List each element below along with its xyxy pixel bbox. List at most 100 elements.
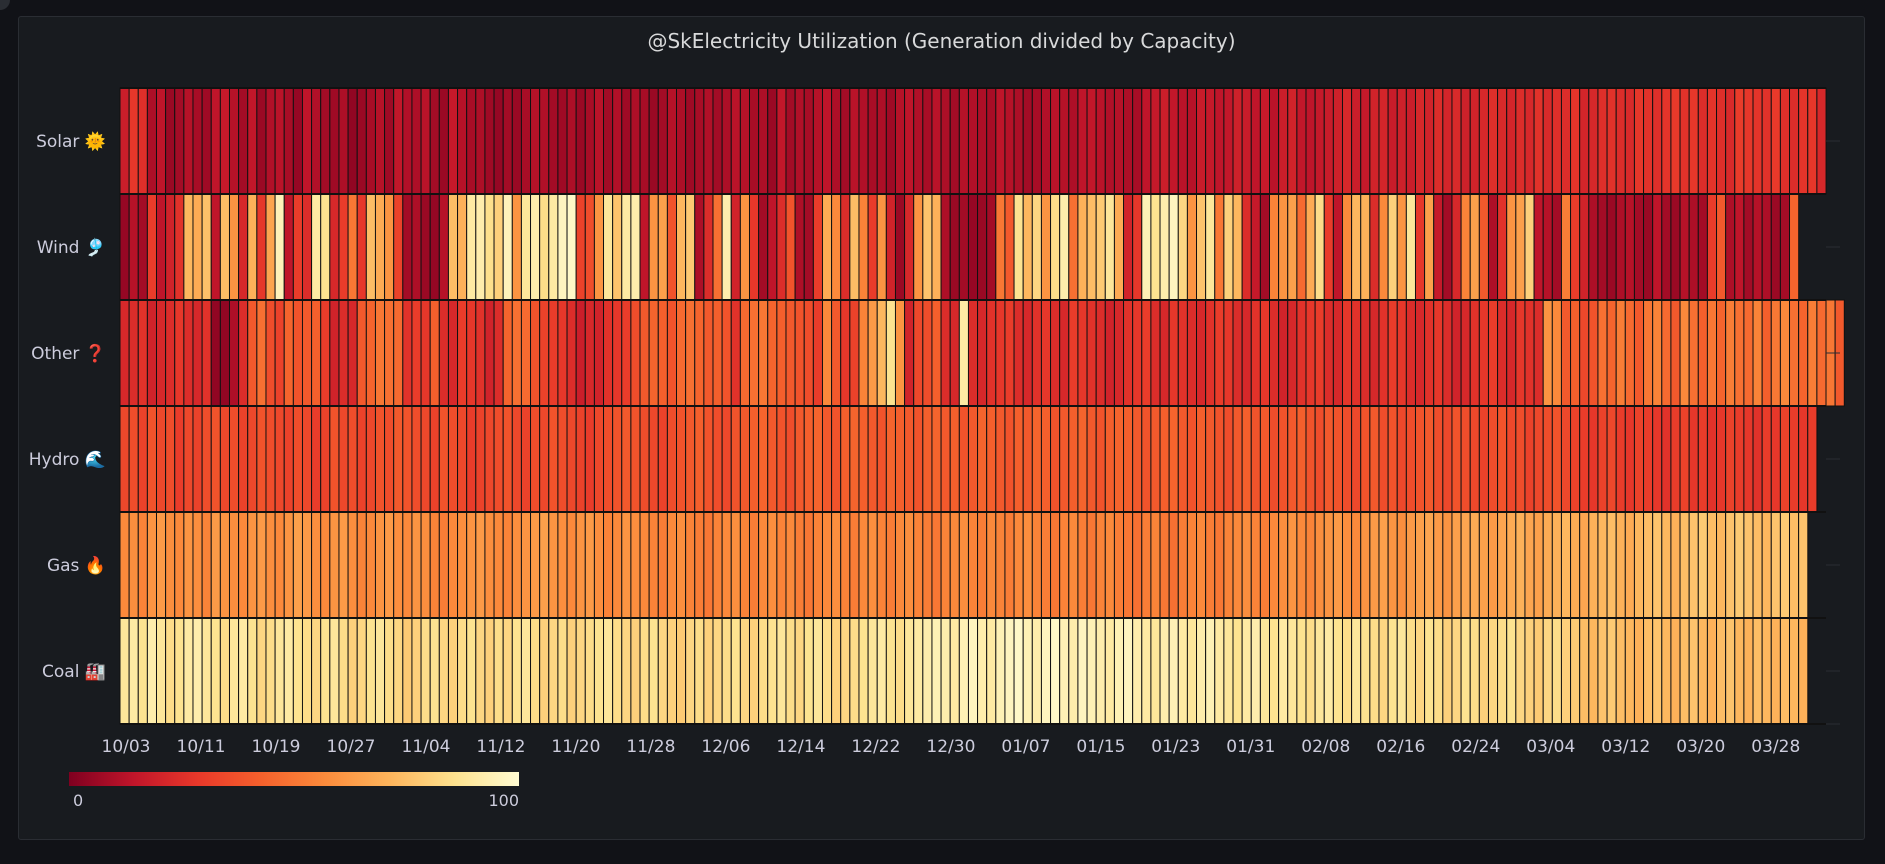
heatmap-cell bbox=[356, 299, 367, 407]
heatmap-cell bbox=[1241, 617, 1252, 725]
heatmap-cell bbox=[1323, 617, 1334, 725]
heatmap-cell bbox=[803, 87, 814, 195]
heatmap-cell bbox=[1296, 511, 1307, 619]
heatmap-cell bbox=[940, 511, 951, 619]
heatmap-cell bbox=[1013, 405, 1024, 513]
heatmap-cell bbox=[922, 87, 933, 195]
heatmap-cell bbox=[958, 87, 969, 195]
heatmap-cell bbox=[648, 511, 659, 619]
heatmap-cell bbox=[384, 193, 395, 301]
heatmap-cell bbox=[174, 405, 185, 513]
y-axis-label: Wind 🎐 bbox=[37, 237, 106, 258]
heatmap-cell bbox=[420, 617, 431, 725]
heatmap-cell bbox=[256, 617, 267, 725]
heatmap-cell bbox=[539, 511, 550, 619]
heatmap-cell bbox=[301, 299, 313, 407]
heatmap-cell bbox=[119, 87, 130, 195]
heatmap-cell bbox=[685, 617, 696, 725]
heatmap-cell bbox=[566, 87, 577, 195]
heatmap-cell bbox=[730, 617, 741, 725]
heatmap-cell bbox=[1688, 405, 1699, 513]
heatmap-cell bbox=[986, 405, 997, 513]
heatmap-cell bbox=[1351, 405, 1362, 513]
heatmap-cell bbox=[1305, 405, 1316, 513]
heatmap-cell bbox=[447, 405, 459, 513]
heatmap-cell bbox=[548, 405, 559, 513]
heatmap-cell bbox=[812, 617, 824, 725]
heatmap-cell bbox=[429, 193, 440, 301]
heatmap-cell bbox=[621, 87, 632, 195]
heatmap-cell bbox=[1606, 87, 1617, 195]
heatmap-cell bbox=[292, 405, 304, 513]
heatmap-cell bbox=[821, 193, 833, 301]
heatmap-cell bbox=[128, 87, 139, 195]
heatmap-cell bbox=[931, 87, 942, 195]
heatmap-cell bbox=[1387, 617, 1398, 725]
heatmap-cell bbox=[1761, 617, 1772, 725]
heatmap-cell bbox=[174, 511, 185, 619]
heatmap-cell bbox=[593, 511, 605, 619]
heatmap-cell bbox=[940, 617, 951, 725]
heatmap-cell bbox=[511, 193, 522, 301]
heatmap-cell bbox=[466, 617, 477, 725]
heatmap-cell bbox=[1123, 299, 1134, 407]
heatmap-cell bbox=[1624, 299, 1635, 407]
heatmap-cell bbox=[1159, 299, 1170, 407]
heatmap-cell bbox=[219, 193, 231, 301]
heatmap-cell bbox=[1524, 87, 1535, 195]
heatmap-cell bbox=[1296, 617, 1307, 725]
heatmap-cell bbox=[1287, 299, 1298, 407]
heatmap-cell bbox=[1469, 87, 1480, 195]
heatmap-cell bbox=[1533, 405, 1544, 513]
heatmap-cell bbox=[119, 617, 130, 725]
heatmap-cell bbox=[1059, 617, 1070, 725]
heatmap-cell bbox=[1205, 87, 1216, 195]
heatmap-cell bbox=[429, 299, 440, 407]
heatmap-cell bbox=[1387, 87, 1398, 195]
heatmap-cell bbox=[913, 193, 924, 301]
heatmap-cell bbox=[995, 617, 1006, 725]
heatmap-cell bbox=[165, 87, 176, 195]
heatmap-cell bbox=[1040, 87, 1052, 195]
heatmap-cell bbox=[502, 193, 513, 301]
heatmap-cell bbox=[1716, 617, 1727, 725]
heatmap-cell bbox=[758, 193, 769, 301]
heatmap-cell bbox=[1670, 299, 1681, 407]
heatmap-cell bbox=[1469, 299, 1480, 407]
heatmap-cell bbox=[475, 617, 486, 725]
heatmap-cell bbox=[1086, 299, 1097, 407]
heatmap-cell bbox=[1360, 193, 1371, 301]
heatmap-cell bbox=[867, 193, 878, 301]
heatmap-cell bbox=[1779, 511, 1791, 619]
heatmap-cell bbox=[1086, 193, 1097, 301]
heatmap-cell bbox=[1606, 193, 1617, 301]
heatmap-cell bbox=[1487, 405, 1499, 513]
heatmap-cell bbox=[1606, 405, 1617, 513]
heatmap-cell bbox=[1113, 299, 1125, 407]
heatmap-cell bbox=[612, 299, 623, 407]
heatmap-cell bbox=[1259, 299, 1271, 407]
heatmap-cell bbox=[876, 511, 887, 619]
heatmap-cell bbox=[1159, 193, 1170, 301]
heatmap-cell bbox=[1232, 617, 1243, 725]
heatmap-cell bbox=[685, 193, 696, 301]
heatmap-cell bbox=[584, 87, 595, 195]
heatmap-cell bbox=[429, 405, 440, 513]
heatmap-cell bbox=[1405, 617, 1417, 725]
heatmap-cell bbox=[1451, 405, 1462, 513]
heatmap-cell bbox=[165, 617, 176, 725]
heatmap-cell bbox=[1132, 193, 1143, 301]
heatmap-cell bbox=[137, 511, 148, 619]
heatmap-cell bbox=[603, 617, 614, 725]
heatmap-cell bbox=[584, 193, 595, 301]
heatmap-cell bbox=[1424, 299, 1435, 407]
heatmap-cell bbox=[520, 511, 532, 619]
heatmap-cell bbox=[1624, 617, 1635, 725]
heatmap-cell bbox=[1478, 193, 1489, 301]
heatmap-cell bbox=[228, 299, 240, 407]
heatmap-cell bbox=[1278, 299, 1289, 407]
heatmap-cell bbox=[1232, 299, 1243, 407]
heatmap-cell bbox=[1506, 405, 1517, 513]
heatmap-cell bbox=[1269, 193, 1280, 301]
